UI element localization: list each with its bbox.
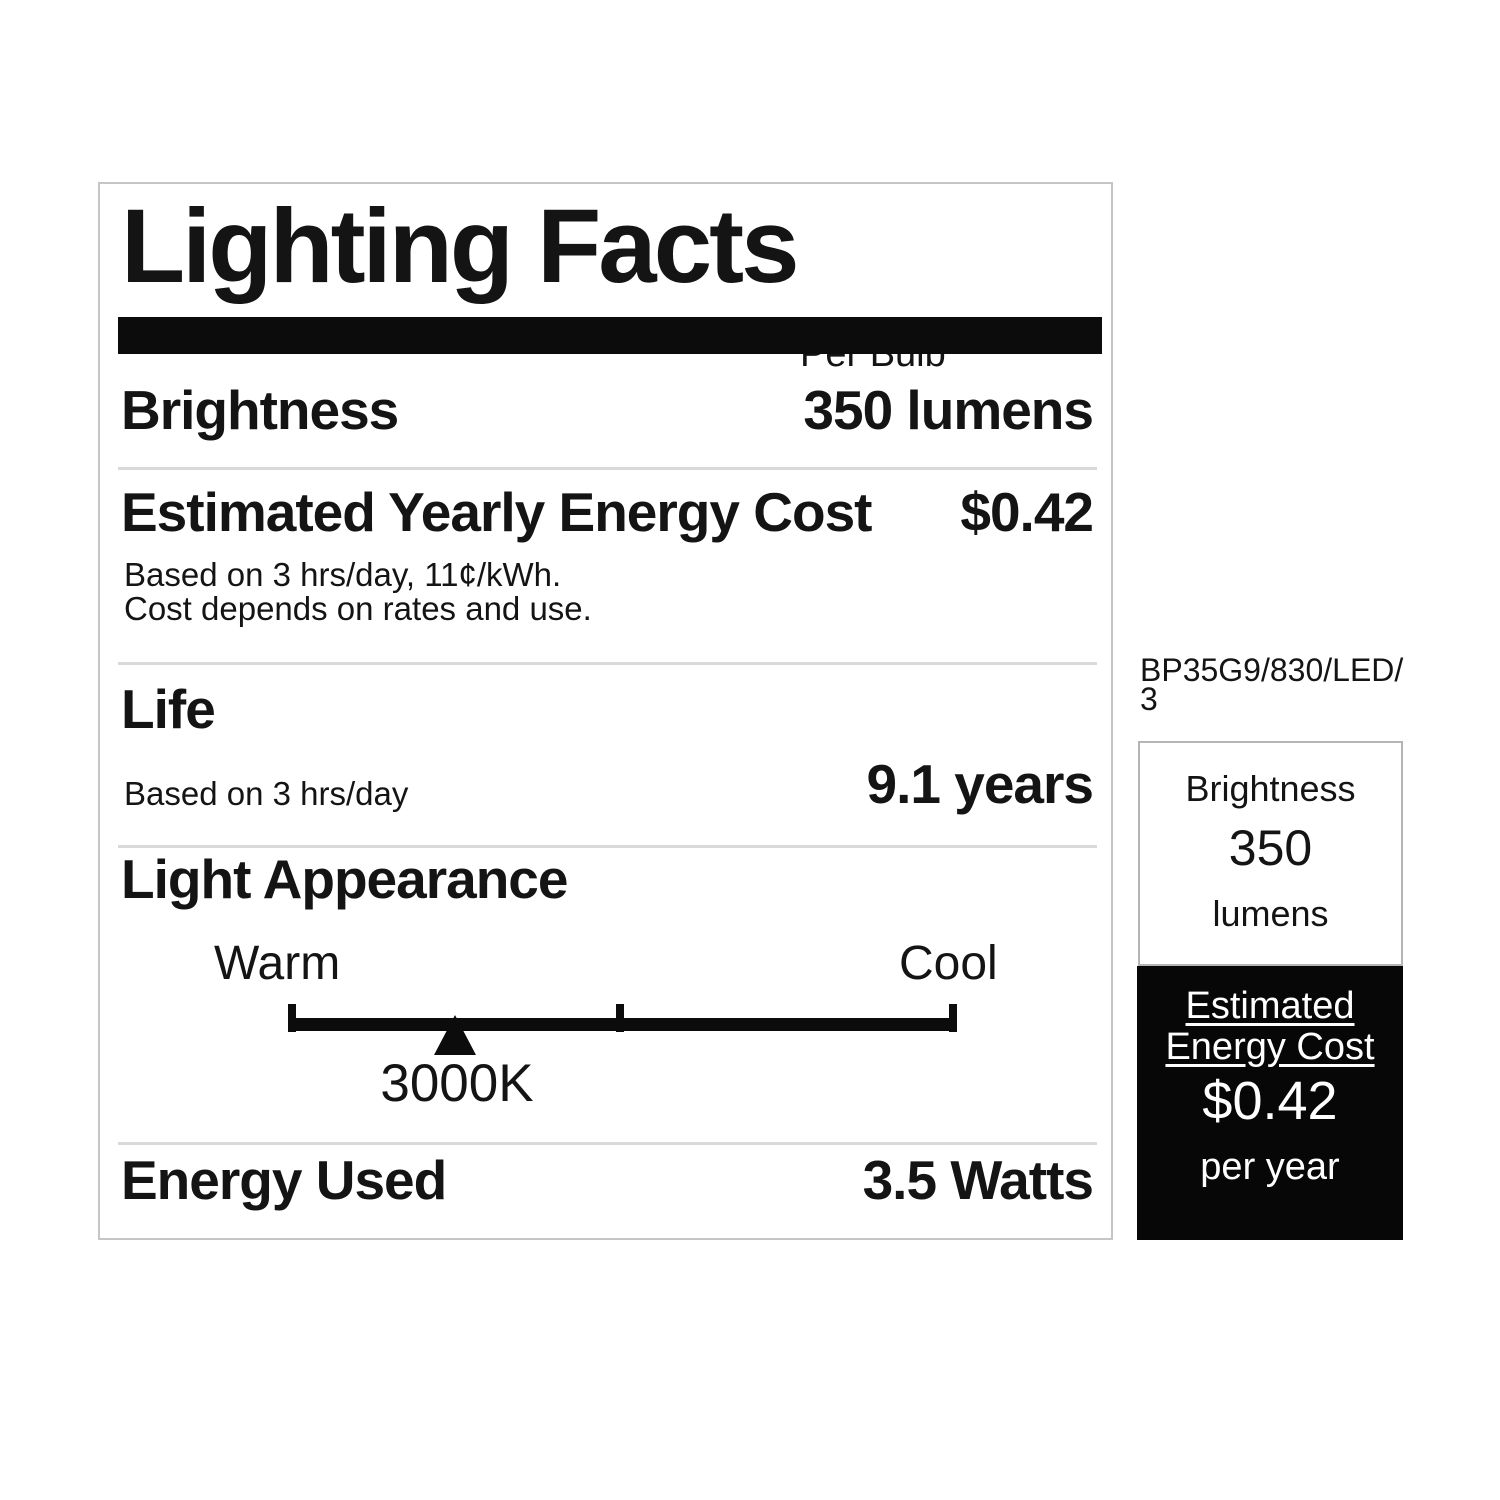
product-code-line1: BP35G9/830/LED/ bbox=[1140, 652, 1404, 688]
cost-box-heading: Estimated Energy Cost bbox=[1165, 985, 1375, 1068]
brightness-box-label: Brightness bbox=[1185, 768, 1356, 809]
brightness-summary-box: Brightness 350 lumens bbox=[1138, 741, 1403, 966]
scale-tick-middle bbox=[616, 1004, 624, 1032]
scale-tick-right bbox=[949, 1004, 957, 1032]
energy-used-label: Energy Used bbox=[121, 1149, 447, 1211]
brightness-box-value: 350 bbox=[1228, 820, 1313, 876]
energy-cost-note-line1: Based on 3 hrs/day, 11¢/kWh. bbox=[124, 556, 562, 593]
energy-cost-note-line2: Cost depends on rates and use. bbox=[124, 590, 592, 627]
scale-tick-left bbox=[288, 1004, 296, 1032]
energy-cost-label: Estimated Yearly Energy Cost bbox=[121, 481, 872, 543]
brightness-box-unit: lumens bbox=[1212, 893, 1329, 934]
divider bbox=[118, 662, 1097, 665]
light-appearance-label: Light Appearance bbox=[121, 848, 568, 910]
divider bbox=[118, 845, 1097, 848]
life-label: Life bbox=[121, 678, 216, 740]
divider bbox=[118, 467, 1097, 470]
color-temperature-value: 3000K bbox=[380, 1054, 534, 1113]
lighting-facts-panel: Lighting Facts Per Bulb Brightness 350 l… bbox=[98, 182, 1113, 1240]
cost-box-unit: per year bbox=[1200, 1146, 1340, 1188]
energy-cost-value: $0.42 bbox=[960, 481, 1094, 543]
energy-cost-summary-box: Estimated Energy Cost $0.42 per year bbox=[1137, 966, 1403, 1240]
panel-title: Lighting Facts bbox=[121, 188, 799, 305]
life-basis: Based on 3 hrs/day bbox=[124, 775, 409, 812]
brightness-value: 350 lumens bbox=[803, 379, 1094, 441]
energy-cost-note: Based on 3 hrs/day, 11¢/kWh. Cost depend… bbox=[124, 558, 592, 626]
divider bbox=[118, 1142, 1097, 1145]
brightness-label: Brightness bbox=[121, 379, 399, 441]
title-separator-bar bbox=[118, 317, 1102, 354]
energy-used-value: 3.5 Watts bbox=[862, 1149, 1094, 1211]
cool-label: Cool bbox=[899, 937, 998, 990]
warm-label: Warm bbox=[214, 937, 341, 990]
life-value: 9.1 years bbox=[866, 753, 1094, 815]
cost-box-value: $0.42 bbox=[1202, 1071, 1338, 1131]
product-code: BP35G9/830/LED/ 3 bbox=[1140, 652, 1410, 717]
product-code-line2: 3 bbox=[1140, 681, 1158, 717]
color-temperature-marker-icon bbox=[434, 1015, 476, 1055]
